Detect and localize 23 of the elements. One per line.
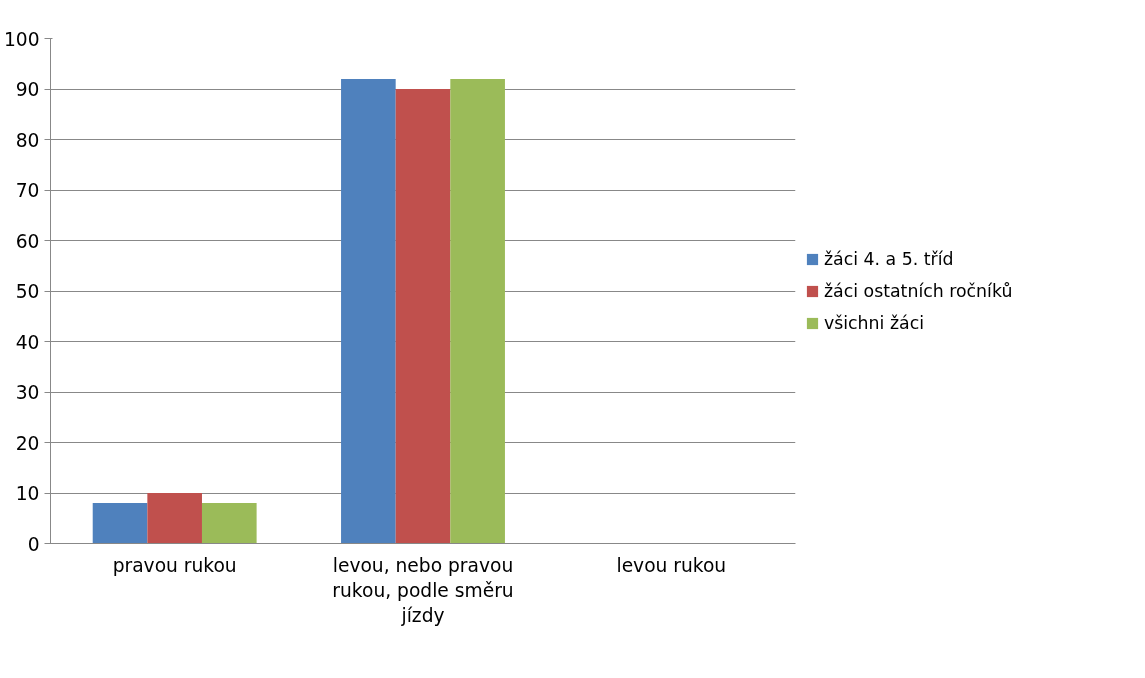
x-tick-label: levou, nebo pravou rukou, podle směru jízdy <box>332 554 514 626</box>
y-tick-label: 50 <box>15 281 40 302</box>
y-tick-label: 80 <box>15 129 40 151</box>
y-tick-label: 20 <box>15 432 40 454</box>
y-tick-label: 70 <box>15 180 40 201</box>
bar <box>341 78 396 544</box>
bar <box>450 78 505 544</box>
x-tick-label: pravou rukou <box>112 554 237 576</box>
y-tick-label: 10 <box>15 483 40 504</box>
bar <box>147 493 202 544</box>
legend-label: všichni žáci <box>824 312 924 333</box>
y-tick-label: 60 <box>15 230 40 252</box>
x-tick-label: levou rukou <box>616 554 727 576</box>
bar <box>201 503 257 544</box>
legend-label: žáci 4. a 5. tříd <box>824 248 954 269</box>
y-tick-label: 0 <box>27 533 40 555</box>
bar <box>92 503 148 544</box>
y-tick-label: 100 <box>3 28 40 50</box>
legend-label: žáci ostatních ročníků <box>824 280 1013 301</box>
y-tick-label: 90 <box>15 79 40 100</box>
bar <box>395 89 451 544</box>
y-tick-label: 40 <box>15 331 40 353</box>
y-tick-label: 30 <box>15 382 40 403</box>
